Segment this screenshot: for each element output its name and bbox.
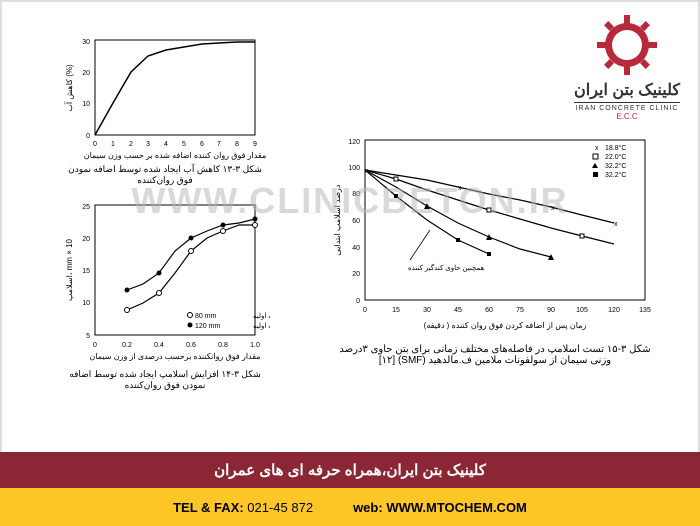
svg-text:1.0: 1.0	[250, 342, 260, 349]
banner: کلینیک بتن ایران،همراه حرفه ای های عمران	[0, 452, 700, 488]
chart-caption-13: شکل ۳-۱۳ کاهش آب ایجاد شده توسط اضافه نم…	[60, 164, 270, 186]
svg-text:120: 120	[608, 307, 620, 314]
svg-text:0.2: 0.2	[122, 342, 132, 349]
svg-text:مقدار فوق روان کننده اضافه شده: مقدار فوق روان کننده اضافه شده بر حسب وز…	[84, 151, 267, 160]
footer: TEL & FAX: 021-45 872 web: WWW.MTOCHEM.C…	[0, 488, 700, 526]
logo-sub-text: IRAN CONCRETE CLINIC	[574, 105, 680, 112]
logo: کلینیک بتن ایران IRAN CONCRETE CLINIC E.…	[574, 15, 680, 121]
svg-text:3: 3	[146, 141, 150, 148]
logo-main-text: کلینیک بتن ایران	[574, 80, 680, 100]
svg-text:80 mm: 80 mm	[195, 313, 217, 320]
chart-caption-14: شکل ۳-۱۴ افزایش اسلامپ ایجاد شده توسط اض…	[60, 369, 270, 391]
logo-ecc-text: E.C.C	[574, 112, 680, 121]
tel-value: 021-45 872	[247, 500, 313, 515]
svg-text:20: 20	[352, 271, 360, 278]
chart-water-reduction: 0 10 20 30 0 1 2 3 4 5 6 7 8 9 کاهش آب (…	[60, 30, 270, 186]
svg-text:x: x	[614, 221, 618, 228]
svg-text:0: 0	[86, 133, 90, 140]
svg-text:30: 30	[82, 39, 90, 46]
svg-text:120 mm: 120 mm	[195, 323, 220, 330]
svg-text:20: 20	[82, 70, 90, 77]
svg-text:x: x	[458, 185, 462, 192]
web-value: WWW.MTOCHEM.COM	[386, 500, 527, 515]
svg-text:7: 7	[217, 141, 221, 148]
svg-text:0: 0	[93, 141, 97, 148]
svg-text:5: 5	[86, 333, 90, 340]
svg-text:80: 80	[352, 191, 360, 198]
svg-text:0: 0	[93, 342, 97, 349]
footer-web: web: WWW.MTOCHEM.COM	[353, 500, 527, 515]
svg-text:32.2°C: 32.2°C	[605, 171, 626, 179]
svg-text:18.8°C: 18.8°C	[605, 144, 626, 152]
svg-text:0.8: 0.8	[218, 342, 228, 349]
svg-text:90: 90	[547, 307, 555, 314]
svg-text:100: 100	[348, 165, 360, 172]
svg-text:9: 9	[253, 141, 257, 148]
svg-text:مقدار فوق روانکننده برحسب درصد: مقدار فوق روانکننده برحسب درصدی از وزن س…	[89, 352, 260, 361]
chart-slump-increase: 5 10 15 20 25 0 0.2 0.4 0.6 0.8 1.0 80 m…	[60, 195, 270, 391]
svg-text:60: 60	[352, 218, 360, 225]
svg-text:25: 25	[82, 204, 90, 211]
svg-text:10: 10	[82, 300, 90, 307]
gear-icon	[597, 15, 657, 75]
svg-text:4: 4	[164, 141, 168, 148]
svg-text:105: 105	[576, 307, 588, 314]
svg-text:120: 120	[348, 139, 360, 146]
svg-text:30: 30	[423, 307, 431, 314]
svg-text:اسلامپ اولیه: اسلامپ اولیه	[253, 312, 270, 320]
svg-text:0: 0	[363, 307, 367, 314]
svg-text:2: 2	[129, 141, 133, 148]
svg-text:8: 8	[235, 141, 239, 148]
svg-text:45: 45	[454, 307, 462, 314]
svg-text:20: 20	[82, 236, 90, 243]
svg-text:5: 5	[182, 141, 186, 148]
svg-text:درصد اسلامپ ابتدایی: درصد اسلامپ ابتدایی	[333, 184, 342, 255]
chart-slump-time: 0 20 40 60 80 100 120 0 15 30 45 60 75 9…	[320, 130, 670, 366]
web-label: web:	[353, 500, 383, 515]
footer-tel: TEL & FAX: 021-45 872	[173, 500, 313, 515]
svg-text:15: 15	[82, 268, 90, 275]
svg-text:32.2°C: 32.2°C	[605, 162, 626, 170]
svg-text:1: 1	[111, 141, 115, 148]
banner-text: کلینیک بتن ایران،همراه حرفه ای های عمران	[214, 461, 486, 479]
svg-text:زمان پس از اضافه کردن فوق روان: زمان پس از اضافه کردن فوق روان کننده ( د…	[424, 321, 587, 330]
chart-caption-15: شکل ۳-۱۵ تست اسلامپ در فاصله‌های مختلف ز…	[320, 344, 670, 366]
svg-text:22.0°C: 22.0°C	[605, 153, 626, 161]
svg-text:0: 0	[356, 298, 360, 305]
svg-text:0.4: 0.4	[154, 342, 164, 349]
logo-divider	[574, 102, 680, 103]
svg-text:135: 135	[639, 307, 651, 314]
svg-text:اسلامپ، mm × 10: اسلامپ، mm × 10	[65, 238, 74, 301]
svg-text:40: 40	[352, 245, 360, 252]
svg-text:اسلامپ اولیه: اسلامپ اولیه	[253, 322, 270, 330]
svg-text:0.6: 0.6	[186, 342, 196, 349]
tel-label: TEL & FAX:	[173, 500, 244, 515]
svg-text:6: 6	[200, 141, 204, 148]
svg-text:x: x	[595, 145, 599, 152]
svg-text:60: 60	[485, 307, 493, 314]
svg-text:x: x	[551, 205, 555, 212]
svg-text:همچنین حاوی کندگیر کننده: همچنین حاوی کندگیر کننده	[408, 263, 485, 272]
svg-text:75: 75	[516, 307, 524, 314]
svg-text:15: 15	[392, 307, 400, 314]
svg-text:x: x	[365, 168, 369, 175]
svg-text:10: 10	[82, 101, 90, 108]
svg-text:کاهش آب (%): کاهش آب (%)	[64, 64, 74, 112]
